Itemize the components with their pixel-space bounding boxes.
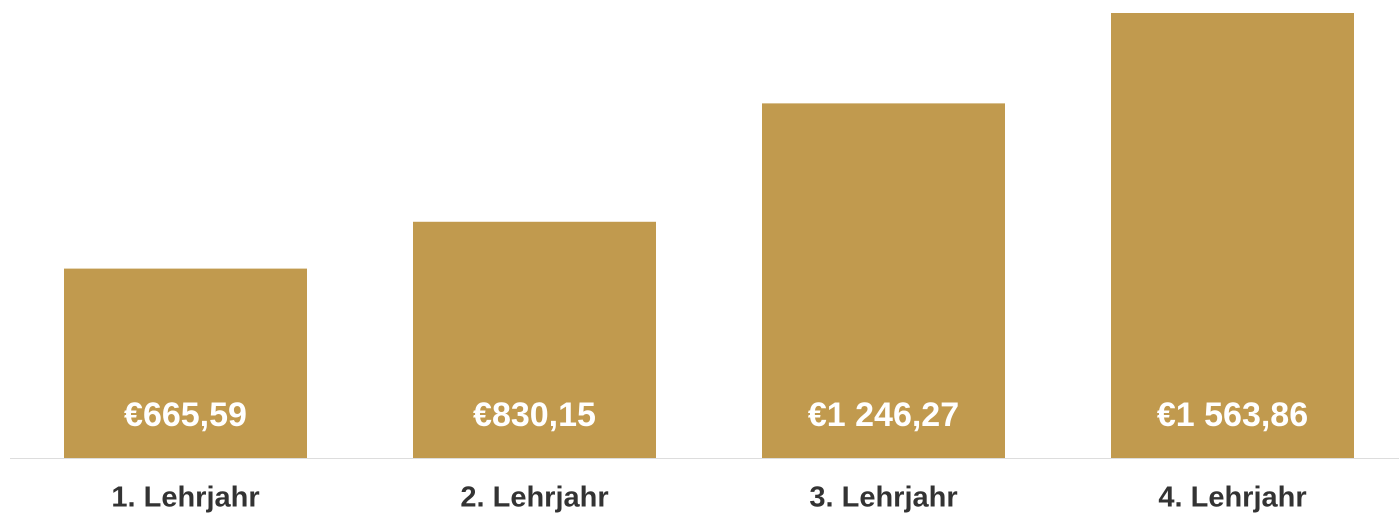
x-tick-label: 4. Lehrjahr (1158, 482, 1306, 514)
bar (1111, 13, 1354, 458)
value-label: €665,59 (124, 396, 247, 434)
bar (64, 268, 307, 458)
value-label: €1 246,27 (808, 396, 959, 434)
x-tick-label: 2. Lehrjahr (460, 482, 608, 514)
bar (762, 103, 1005, 458)
x-tick-label: 1. Lehrjahr (111, 482, 259, 514)
value-label: €830,15 (473, 396, 596, 434)
bar (413, 221, 656, 458)
value-label: €1 563,86 (1157, 396, 1308, 434)
x-tick-label: 3. Lehrjahr (809, 482, 957, 514)
